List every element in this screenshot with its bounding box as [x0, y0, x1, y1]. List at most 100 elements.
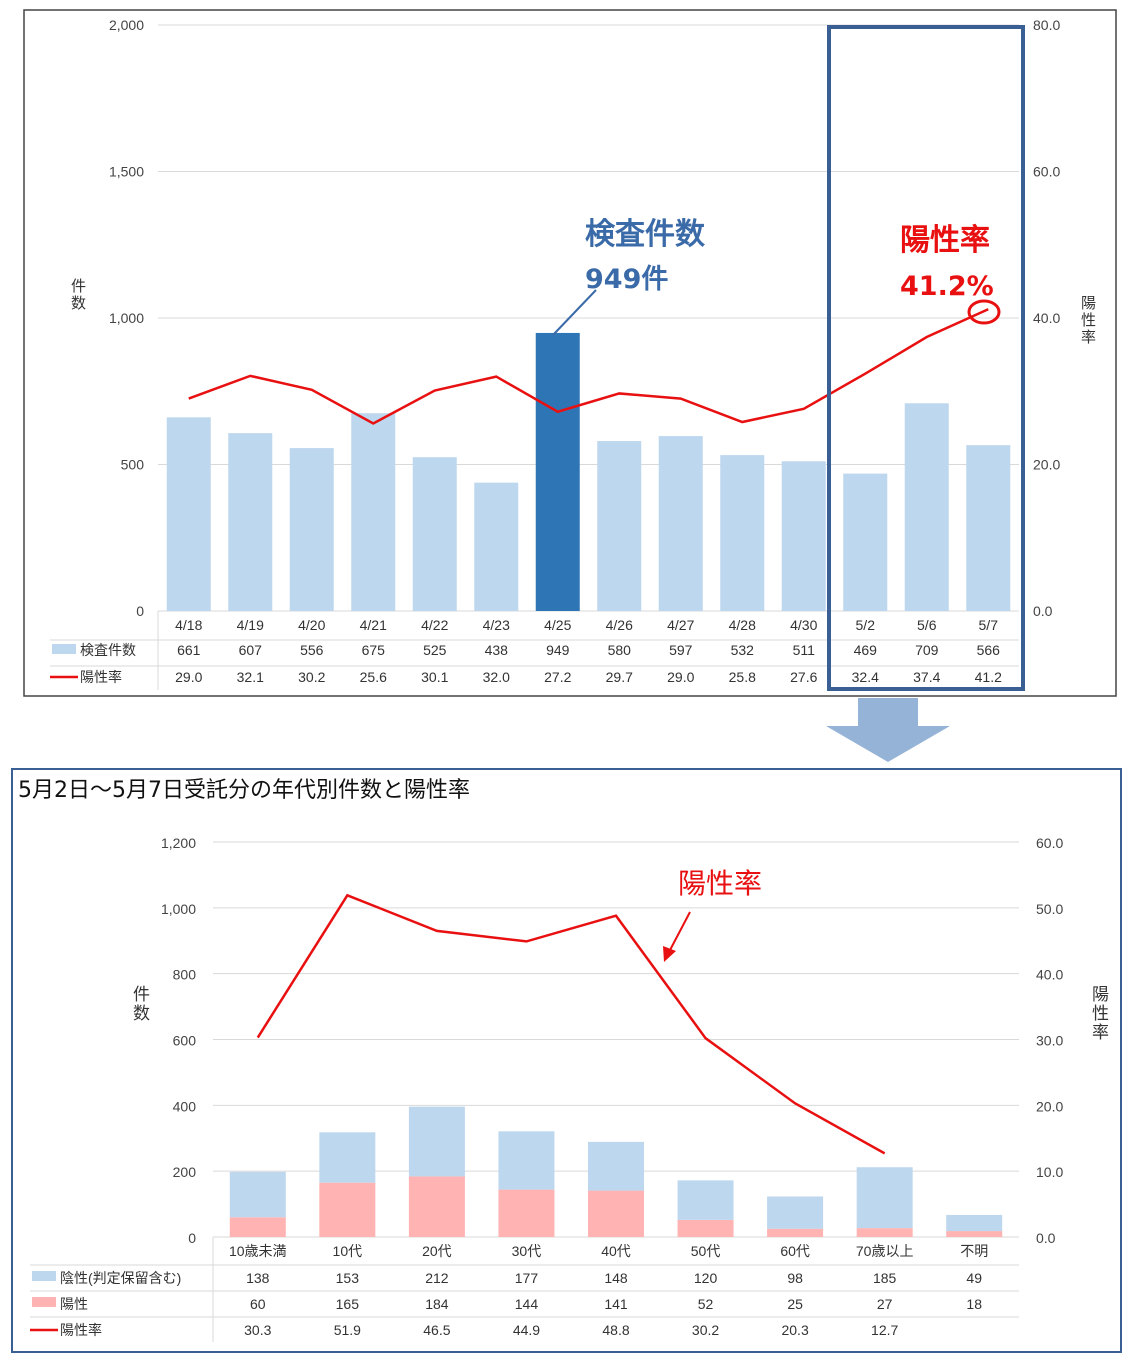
bottom-y2-tick-label: 0.0: [1036, 1230, 1056, 1246]
bottom-y2-axis-label: 陽性率: [1088, 985, 1109, 1042]
bar-positive: [588, 1190, 644, 1237]
tick-label: 50代: [691, 1243, 721, 1259]
tick-label: 10代: [333, 1243, 363, 1259]
data-label: 32.4: [852, 669, 879, 685]
legend-label: 陽性: [60, 1296, 88, 1312]
bar: [843, 473, 888, 611]
bottom-data-table: 10歳未満 138 60 30.3 10代 153 165 51.9 20代 212 184 46.5…: [30, 1237, 1019, 1342]
series-line: [188, 308, 989, 425]
bar: [720, 455, 765, 611]
tick-label: 5/6: [917, 617, 937, 633]
bottom-y2-tick-label: 40.0: [1036, 967, 1063, 983]
legend-label: 検査件数: [80, 642, 136, 658]
legend-swatch: [52, 644, 76, 654]
bottom-chart: 5月2日～5月7日受託分の年代別件数と陽性率 0 200 400 600 800 1,00…: [11, 768, 1122, 1353]
top-data-table: 4/18 661 29.0 4/19 607 32.1 4/20 556 30.2 4/21 675…: [50, 611, 1019, 690]
tick-label: 4/21: [360, 617, 387, 633]
annotation-bottom-pointer: [668, 911, 691, 953]
data-label: 98: [787, 1270, 803, 1286]
data-label: 153: [336, 1270, 360, 1286]
bar-negative: [856, 1167, 913, 1229]
bar-positive: [856, 1228, 913, 1237]
tick-label: 4/19: [237, 617, 264, 633]
top-y2-tick-label: 40.0: [1033, 310, 1060, 326]
bar: [289, 448, 334, 611]
top-y2-tick-label: 0.0: [1033, 603, 1053, 619]
data-label: 18: [966, 1296, 982, 1312]
data-label: 46.5: [423, 1322, 450, 1338]
top-y-tick-label: 500: [121, 457, 145, 473]
tick-label: 4/30: [790, 617, 817, 633]
data-label: 29.0: [667, 669, 694, 685]
bar: [781, 461, 826, 611]
data-label: 20.3: [781, 1322, 808, 1338]
data-label: 532: [731, 642, 755, 658]
bar-negative: [588, 1141, 644, 1191]
data-label: 661: [177, 642, 201, 658]
data-label: 177: [515, 1270, 539, 1286]
bar-negative: [498, 1131, 555, 1190]
data-label: 709: [915, 642, 939, 658]
annotation-pointer-count: [552, 289, 597, 336]
data-label: 144: [515, 1296, 539, 1312]
tick-label: 5/2: [856, 617, 876, 633]
top-y2-tick-label: 80.0: [1033, 17, 1060, 33]
data-label: 29.0: [175, 669, 202, 685]
legend-swatch: [32, 1297, 56, 1307]
data-label: 32.1: [237, 669, 264, 685]
bottom-y2-tick-label: 50.0: [1036, 901, 1063, 917]
top-y2-tick-label: 20.0: [1033, 457, 1060, 473]
bar: [966, 445, 1011, 611]
data-label: 438: [485, 642, 509, 658]
data-label: 51.9: [334, 1322, 361, 1338]
bar: [474, 482, 519, 611]
data-label: 29.7: [606, 669, 633, 685]
bottom-bars: [229, 1106, 1003, 1237]
data-label: 138: [246, 1270, 270, 1286]
tick-label: 4/25: [544, 617, 571, 633]
data-label: 556: [300, 642, 324, 658]
tick-label: 20代: [422, 1243, 452, 1259]
tick-label: 4/26: [606, 617, 633, 633]
bar-negative: [946, 1214, 1003, 1232]
series-line: [256, 893, 886, 1155]
bar: [535, 332, 580, 611]
bottom-y2-ticks: 0.0 10.0 20.0 30.0 40.0 50.0 60.0: [1036, 835, 1063, 1246]
bottom-y-tick-label: 200: [173, 1164, 197, 1180]
data-label: 469: [854, 642, 878, 658]
annotation-count-title: 検査件数: [585, 217, 706, 252]
bar-positive: [229, 1217, 286, 1237]
data-label: 27: [877, 1296, 893, 1312]
data-label: 37.4: [913, 669, 940, 685]
annotation-bottom-arrowhead: [663, 946, 676, 962]
annotation-rate-value: 41.2%: [900, 271, 994, 302]
bottom-rate-line: [256, 893, 886, 1155]
top-y-axis-label: 件数: [69, 278, 87, 312]
tick-label: 4/22: [421, 617, 448, 633]
bottom-y-tick-label: 600: [173, 1033, 197, 1049]
data-label: 30.2: [692, 1322, 719, 1338]
top-y2-ticks: 0.0 20.0 40.0 60.0 80.0: [1033, 17, 1060, 619]
bottom-chart-title: 5月2日～5月7日受託分の年代別件数と陽性率: [18, 778, 470, 803]
bottom-chart-frame: [11, 768, 1122, 1353]
tick-label: 4/18: [175, 617, 202, 633]
bar-positive: [319, 1182, 376, 1237]
data-label: 25.8: [729, 669, 756, 685]
data-label: 566: [977, 642, 1001, 658]
bar: [412, 457, 457, 611]
top-y-ticks: 0 500 1,000 1,500 2,000: [109, 17, 144, 619]
bottom-y2-tick-label: 10.0: [1036, 1164, 1063, 1180]
data-label: 607: [239, 642, 263, 658]
top-y-tick-label: 1,000: [109, 310, 144, 326]
top-annotations: 検査件数 949件 陽性率 41.2%: [552, 217, 1001, 336]
bar-positive: [677, 1219, 734, 1237]
legend-label: 陽性率: [80, 669, 122, 685]
bottom-y-axis-label: 件数: [129, 985, 150, 1023]
data-label: 60: [250, 1296, 266, 1312]
tick-label: 不明: [960, 1243, 988, 1259]
annotation-rate-circle: [967, 299, 1001, 325]
data-label: 30.3: [244, 1322, 271, 1338]
bar: [904, 403, 949, 611]
